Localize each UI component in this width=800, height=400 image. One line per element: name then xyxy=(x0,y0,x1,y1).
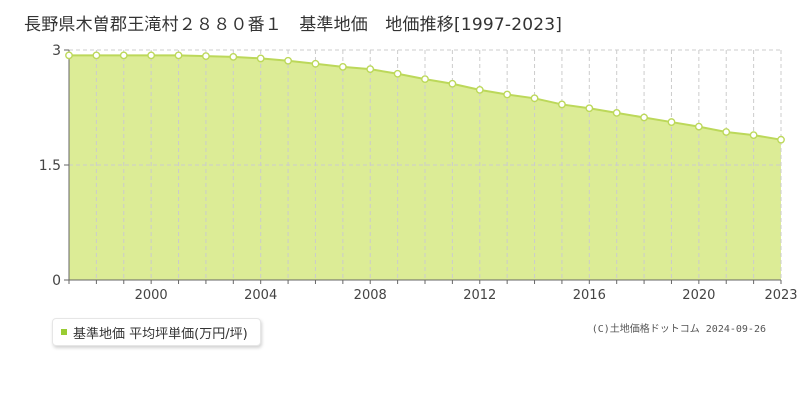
data-point xyxy=(202,52,210,61)
legend-label: 基準地価 平均坪単価(万円/坪) xyxy=(73,326,248,342)
data-point xyxy=(311,59,320,68)
data-point xyxy=(694,122,703,131)
data-point xyxy=(640,113,648,122)
data-point xyxy=(393,69,402,78)
data-point xyxy=(530,94,539,103)
data-point xyxy=(612,108,621,117)
data-point xyxy=(147,51,156,60)
data-point xyxy=(229,53,238,61)
x-tick-label: 2000 xyxy=(135,288,168,303)
data-point xyxy=(174,51,183,60)
data-point xyxy=(119,51,128,60)
data-point xyxy=(722,128,731,136)
data-point xyxy=(92,51,101,60)
copyright-text: (C)土地価格ドットコム 2024-09-26 xyxy=(591,324,766,335)
data-point xyxy=(749,131,758,140)
x-tick-label: 2012 xyxy=(463,288,496,303)
data-point xyxy=(256,54,265,63)
x-tick-label: 2004 xyxy=(244,288,277,303)
chart-legend[interactable]: 基準地価 平均坪単価(万円/坪) xyxy=(52,318,261,346)
data-point xyxy=(503,90,512,99)
data-point xyxy=(284,56,292,65)
data-point xyxy=(366,65,375,74)
y-tick-label: 0 xyxy=(52,273,61,289)
x-tick-label: 2020 xyxy=(682,288,715,303)
x-tick-label: 2008 xyxy=(354,288,387,303)
data-point xyxy=(421,75,429,84)
data-point xyxy=(558,100,566,109)
legend-marker-icon xyxy=(61,329,67,335)
y-tick-label: 3 xyxy=(52,43,61,59)
x-tick-label: 2023 xyxy=(764,288,797,303)
data-point xyxy=(448,79,457,88)
data-point xyxy=(65,51,73,60)
data-point xyxy=(777,135,785,144)
x-tick-label: 2016 xyxy=(573,288,606,303)
data-point xyxy=(475,85,484,94)
y-tick-label: 1.5 xyxy=(39,158,61,174)
data-point xyxy=(667,118,676,126)
data-point xyxy=(338,62,347,71)
data-point xyxy=(585,104,594,113)
chart-title: 長野県木曽郡王滝村２８８０番１ 基準地価 地価推移[1997-2023] xyxy=(24,15,563,35)
